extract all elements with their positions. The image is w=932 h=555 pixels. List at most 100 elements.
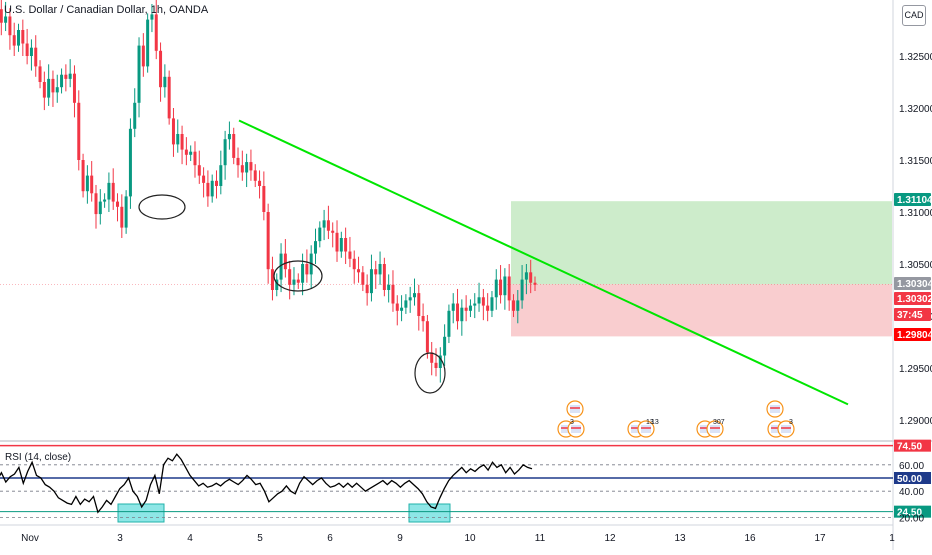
rsi-level-tag [894, 505, 931, 518]
currency-selector[interactable]: CAD [902, 5, 926, 26]
flag-fill [641, 425, 651, 433]
price-tag-label: 1.31104 [897, 195, 932, 206]
rsi-level-tag [894, 472, 931, 484]
candle-body [245, 162, 249, 173]
event-count: 307 [713, 419, 725, 426]
candle-body [0, 9, 3, 23]
y-tick-label: 1.32500 [899, 52, 932, 63]
candle-body [361, 272, 365, 285]
candle-body [34, 47, 38, 67]
candle-body [60, 74, 64, 88]
candle-body [38, 66, 42, 82]
candle-body [184, 149, 188, 155]
price-tag: 1.29804 [894, 328, 932, 341]
candle-body [210, 180, 214, 197]
price-tag-label: 1.30304 [897, 279, 932, 290]
y-tick-label: 1.31500 [899, 156, 932, 167]
candle-body [17, 30, 21, 46]
price-tag: 1.30302 [894, 292, 932, 305]
candle-body [275, 279, 279, 290]
candle-body [64, 74, 68, 79]
candle-body [107, 182, 111, 200]
candle-body [494, 279, 498, 298]
y-tick-label: 1.29500 [899, 364, 932, 375]
rsi-title: RSI (14, close) [5, 452, 72, 463]
flag-fill [781, 425, 791, 433]
candle-body [94, 193, 98, 215]
flag-fill [710, 425, 720, 433]
y-tick-label: 1.30500 [899, 260, 932, 271]
candle-body [322, 220, 326, 228]
x-tick-label: 4 [187, 533, 193, 544]
rsi-oversold-box [408, 503, 451, 523]
candle-body [529, 272, 533, 283]
flag-fill [631, 425, 641, 433]
candle-body [425, 321, 429, 353]
candle-body [352, 258, 356, 270]
candle-body [232, 134, 236, 158]
swing-low-circle [414, 352, 446, 394]
candle-body [124, 196, 128, 228]
candle-body [154, 14, 158, 51]
candle-body [451, 303, 455, 311]
candle-body [137, 45, 141, 103]
event-count: 13 [651, 419, 659, 426]
price-tag-bg [894, 292, 931, 305]
candle-body [25, 43, 29, 56]
candle-body [120, 206, 124, 228]
candle-body [464, 307, 468, 311]
candle-body [193, 151, 197, 166]
y-tick-label: 1.32000 [899, 104, 932, 115]
x-tick-label: 10 [464, 533, 476, 544]
candle-body [417, 293, 421, 316]
x-tick-label: 16 [744, 533, 756, 544]
candle-body [249, 162, 253, 171]
candle-body [391, 284, 395, 304]
candle-body [511, 300, 515, 311]
event-count: 3 [570, 419, 574, 426]
candle-body [202, 175, 206, 183]
price-tag-bg [894, 308, 931, 321]
candle-body [29, 47, 33, 56]
candle-body [159, 50, 163, 88]
candle-body [516, 300, 520, 311]
price-tag: 1.30304 [894, 277, 932, 290]
candle-body [189, 151, 193, 155]
candle-body [331, 230, 335, 233]
candle-body [460, 307, 464, 322]
candle-body [305, 264, 309, 275]
candle-body [163, 76, 167, 88]
candle-body [240, 165, 244, 173]
candle-body [520, 279, 524, 301]
candle-body [434, 362, 438, 368]
candle-body [253, 170, 257, 181]
candle-body [150, 14, 154, 20]
candle-body [128, 128, 132, 197]
candle-body [219, 165, 223, 186]
candle-body [215, 180, 219, 186]
candle-body [266, 212, 270, 270]
candle-body [395, 303, 399, 311]
candle-body [447, 310, 451, 337]
candle-body [167, 76, 171, 119]
candle-body [296, 279, 300, 283]
candle-body [503, 276, 507, 296]
candle-body [146, 19, 150, 67]
rsi-level-tag [894, 439, 931, 452]
price-tag-label: 1.29804 [897, 330, 932, 341]
candle-body [456, 303, 460, 322]
candle-body [468, 305, 472, 311]
candle-body [133, 102, 137, 129]
candle-body [404, 300, 408, 308]
candle-body [103, 199, 107, 202]
candle-body [171, 118, 175, 145]
candle-body [21, 30, 25, 44]
price-tag: 37:45 [894, 308, 931, 321]
flag-fill [770, 405, 780, 413]
y-tick-label: 1.31000 [899, 208, 932, 219]
x-tick-label: 13 [674, 533, 686, 544]
candle-body [369, 269, 373, 294]
swing-low-circle [138, 194, 186, 220]
candle-body [443, 336, 447, 356]
